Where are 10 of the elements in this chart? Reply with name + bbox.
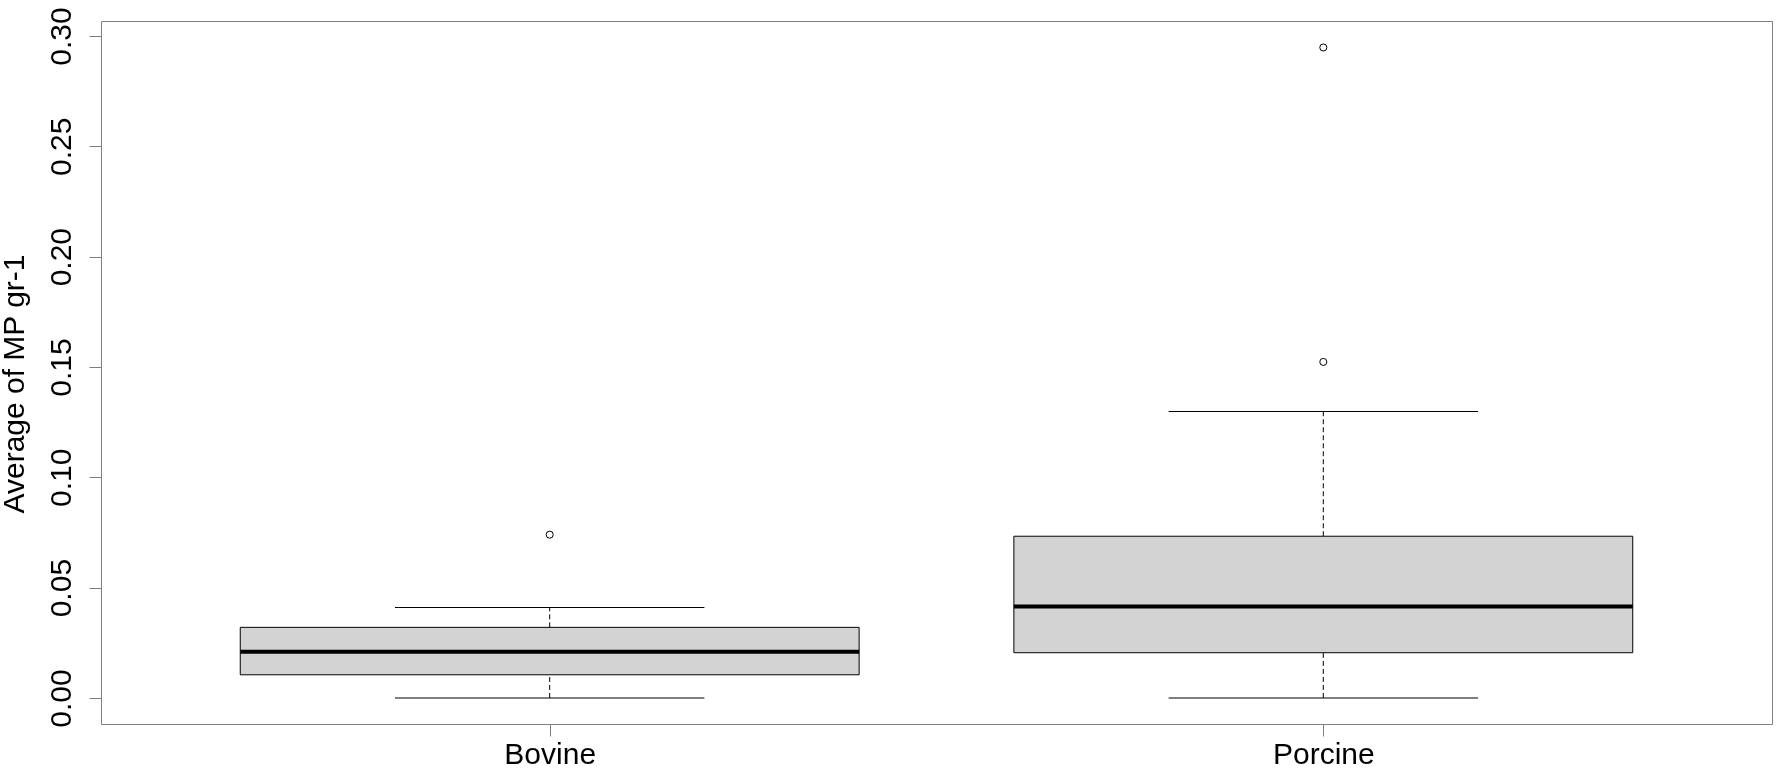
y-axis-title: Average of MP gr-1 [0, 254, 30, 514]
y-tick-label: 0.05 [43, 558, 77, 618]
y-tick-label: 0.20 [43, 227, 77, 287]
y-tick-label: 0.25 [43, 117, 77, 177]
y-tick-label: 0.15 [43, 338, 77, 397]
y-tick-label: 0.30 [43, 7, 77, 66]
y-tick-label: 0.00 [43, 669, 77, 728]
x-tick-label: Porcine [1272, 736, 1375, 770]
y-tick-label: 0.10 [43, 448, 77, 508]
x-tick-label: Bovine [504, 736, 597, 770]
